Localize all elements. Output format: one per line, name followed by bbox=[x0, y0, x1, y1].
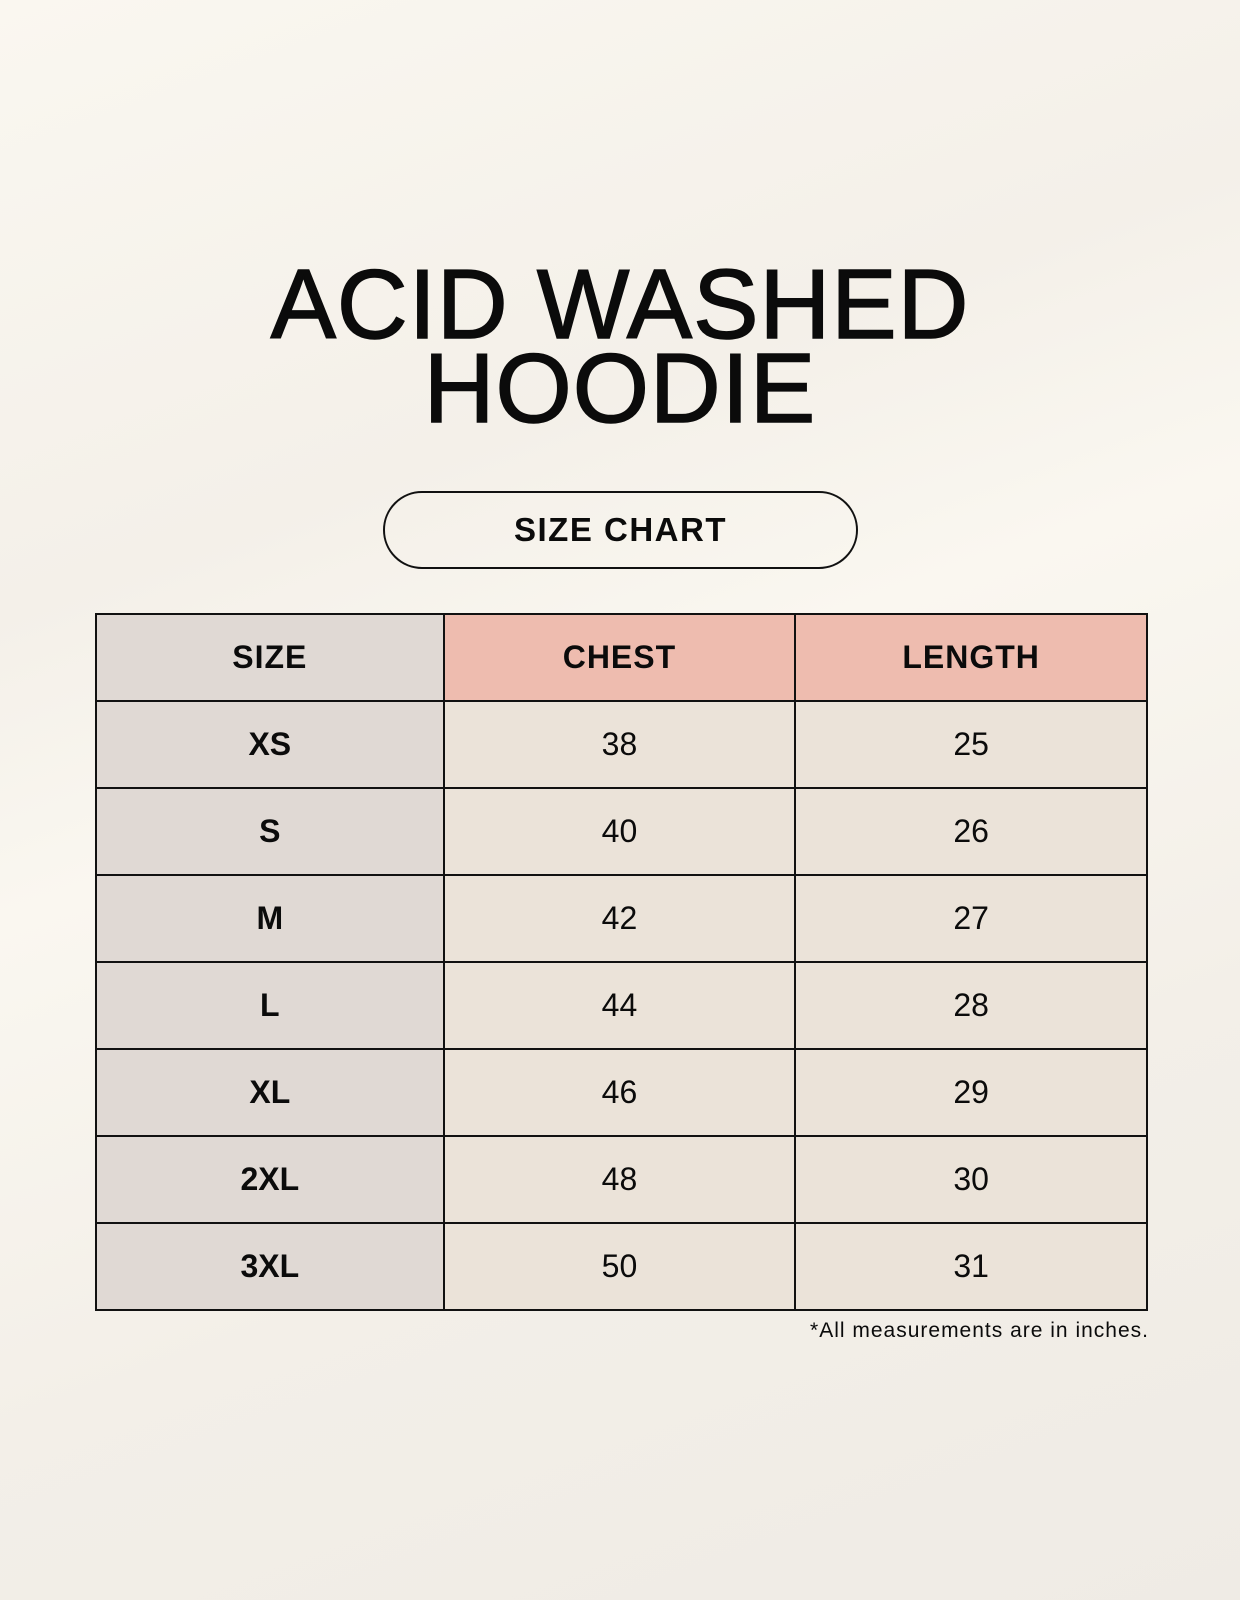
header-size: SIZE bbox=[95, 613, 445, 702]
cell-length: 26 bbox=[794, 787, 1148, 876]
cell-length: 25 bbox=[794, 700, 1148, 789]
size-chart-badge: SIZE CHART bbox=[383, 491, 858, 569]
table-header-row: SIZE CHEST LENGTH bbox=[95, 613, 1148, 702]
table-row: M 42 27 bbox=[95, 874, 1148, 963]
cell-chest: 50 bbox=[442, 1222, 797, 1311]
table-row: 3XL 50 31 bbox=[95, 1222, 1148, 1311]
cell-size: L bbox=[95, 961, 445, 1050]
cell-length: 29 bbox=[794, 1048, 1148, 1137]
header-chest: CHEST bbox=[442, 613, 797, 702]
table-row: 2XL 48 30 bbox=[95, 1135, 1148, 1224]
title-line-1: ACID WASHED bbox=[270, 249, 970, 359]
measurement-note: *All measurements are in inches. bbox=[810, 1319, 1149, 1342]
cell-chest: 40 bbox=[442, 787, 797, 876]
title-line-2: HOODIE bbox=[423, 333, 817, 443]
cell-chest: 44 bbox=[442, 961, 797, 1050]
cell-chest: 38 bbox=[442, 700, 797, 789]
size-table: SIZE CHEST LENGTH XS 38 25 S 40 26 M 42 27 L 44 28 X… bbox=[95, 613, 1148, 1311]
header-length: LENGTH bbox=[794, 613, 1148, 702]
table-row: XL 46 29 bbox=[95, 1048, 1148, 1137]
table-row: L 44 28 bbox=[95, 961, 1148, 1050]
cell-size: XL bbox=[95, 1048, 445, 1137]
cell-size: 3XL bbox=[95, 1222, 445, 1311]
cell-length: 30 bbox=[794, 1135, 1148, 1224]
cell-chest: 46 bbox=[442, 1048, 797, 1137]
cell-length: 27 bbox=[794, 874, 1148, 963]
cell-size: 2XL bbox=[95, 1135, 445, 1224]
cell-chest: 48 bbox=[442, 1135, 797, 1224]
table-row: S 40 26 bbox=[95, 787, 1148, 876]
cell-size: M bbox=[95, 874, 445, 963]
table-row: XS 38 25 bbox=[95, 700, 1148, 789]
cell-size: XS bbox=[95, 700, 445, 789]
cell-size: S bbox=[95, 787, 445, 876]
cell-length: 28 bbox=[794, 961, 1148, 1050]
cell-length: 31 bbox=[794, 1222, 1148, 1311]
cell-chest: 42 bbox=[442, 874, 797, 963]
page-title: ACID WASHED HOODIE bbox=[0, 249, 1240, 443]
